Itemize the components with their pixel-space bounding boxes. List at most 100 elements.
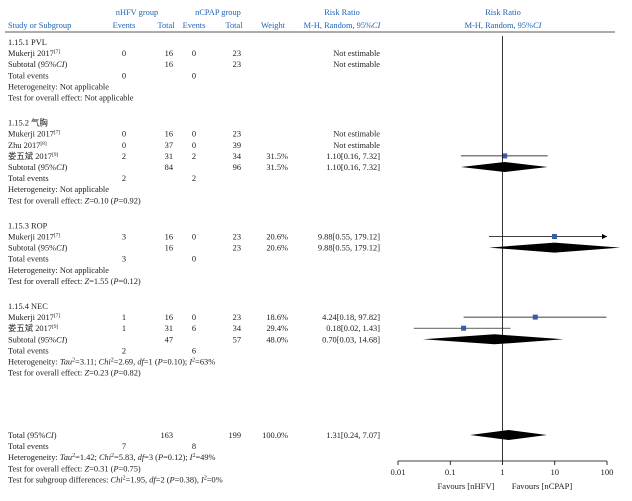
subtotal-diamond	[460, 162, 548, 172]
total-events-nhfv: 2	[122, 174, 126, 183]
total-events-label: Total events	[8, 71, 49, 80]
overall-effect-text: Test for overall effect: Not applicable	[8, 94, 134, 103]
total-events-ncpap: 0	[192, 71, 196, 80]
total-events-label: Total events	[8, 442, 49, 451]
events-nhfv: 0	[122, 49, 126, 58]
total-events-ncpap: 0	[192, 255, 196, 264]
total-label: Total (95%CI)	[8, 431, 57, 440]
study-header: Study or Subgroup	[8, 21, 71, 30]
ci-arrow	[602, 233, 607, 240]
events1-header: Events	[113, 21, 136, 30]
subtotal-label: Subtotal (95%CI)	[8, 335, 68, 344]
total-ncpap: 39	[233, 141, 241, 150]
total-weight: 100.0%	[262, 431, 288, 440]
events-ncpap: 0	[192, 313, 196, 322]
subtotal-ncpap: 23	[233, 244, 241, 253]
total-n-ncpap: 199	[228, 431, 241, 440]
study-name: 娄五斌 2017[9]	[8, 151, 59, 161]
x-axis: Favours [nHFV] Favours [nCPAP] 0.01 0.1 1 1…	[390, 460, 614, 491]
ci-value: 0.18[0.02, 1.43]	[326, 324, 380, 333]
ci-value: Not estimable	[333, 141, 380, 150]
subtotal-nhfv: 84	[165, 163, 174, 172]
axis-tick-label: 10	[550, 467, 559, 477]
events-ncpap: 6	[192, 324, 196, 333]
subtotal-label: Subtotal (95%CI)	[8, 244, 68, 253]
table-header: nHFV group nCPAP group Risk Ratio Risk R…	[5, 8, 615, 33]
subtotal-label: Subtotal (95%CI)	[8, 60, 68, 69]
rr-title-plot-header: Risk Ratio	[485, 8, 521, 17]
total-overall-effect-text: Test for overall effect: Z=0.31 (P=0.75)	[8, 464, 141, 473]
total-ci: 1.31[0.24, 7.07]	[326, 431, 380, 440]
weight-value: 29.4%	[266, 324, 288, 333]
study-marker	[551, 234, 557, 239]
weight-value: 18.6%	[266, 313, 288, 322]
subtotal-nhfv: 16	[165, 60, 173, 69]
weight-header: Weight	[261, 21, 286, 30]
total-events-nhfv: 0	[122, 71, 126, 80]
events-nhfv: 1	[122, 313, 126, 322]
study-name: Mukerji 2017[7]	[8, 313, 60, 322]
rr-method-text: M-H, Random, 95%	[304, 21, 372, 30]
total-ncpap: 34	[233, 324, 242, 333]
axis-tick-label: 0.1	[445, 467, 456, 477]
events-nhfv: 2	[122, 152, 126, 161]
subtotal-diamond	[488, 242, 621, 253]
subtotal-diamond	[422, 334, 564, 345]
study-marker	[532, 314, 538, 320]
total-nhfv: 16	[165, 313, 173, 322]
rr-method-header: M-H, Random, 95%CI	[304, 21, 382, 30]
plot-marks	[413, 36, 621, 461]
total-nhfv: 31	[165, 152, 173, 161]
heterogeneity-text: Heterogeneity: Not applicable	[8, 82, 109, 91]
study-marker	[461, 325, 467, 331]
total-events-label: Total events	[8, 174, 49, 183]
subgroup-differences-text: Test for subgroup differences: Chi2=1.95…	[8, 475, 223, 484]
total-ncpap: 23	[233, 130, 241, 139]
total-events-ncpap: 2	[192, 174, 196, 183]
total-nhfv: 16	[165, 130, 173, 139]
favours-right-label: Favours [nCPAP]	[512, 481, 573, 491]
weight-value: 31.5%	[266, 152, 288, 161]
favours-left-label: Favours [nHFV]	[437, 481, 494, 491]
study-name: Mukerji 2017[7]	[8, 233, 60, 242]
subtotal-weight: 20.6%	[266, 244, 288, 253]
events-nhfv: 3	[122, 233, 126, 242]
axis-tick-label: 100	[601, 467, 614, 477]
total-ncpap: 23	[233, 233, 241, 242]
overall-effect-text: Test for overall effect: Z=1.55 (P=0.12)	[8, 277, 141, 286]
events-ncpap: 0	[192, 130, 196, 139]
ci-value: Not estimable	[333, 49, 380, 58]
heterogeneity-text: Heterogeneity: Tau2=3.11; Chi2=2.69, df=…	[8, 358, 215, 367]
rr-method-plot-ci: CI	[533, 21, 543, 30]
total-events-nhfv: 7	[122, 442, 126, 451]
subtotal-ci: 9.88[0.55, 179.12]	[318, 244, 380, 253]
study-name: 娄五斌 2017[9]	[8, 323, 59, 333]
total-events-nhfv: 2	[122, 346, 126, 355]
group1-header: nHFV group	[116, 8, 158, 17]
subgroup-title: 1.15.1 PVL	[8, 38, 47, 47]
rr-method-ci: CI	[372, 21, 382, 30]
total-events-ncpap: 6	[192, 346, 196, 355]
subtotal-ncpap: 96	[233, 163, 241, 172]
heterogeneity-text: Heterogeneity: Not applicable	[8, 185, 109, 194]
rr-method-plot-header: M-H, Random, 95%CI	[465, 21, 543, 30]
subtotal-ci: Not estimable	[333, 60, 380, 69]
events-ncpap: 0	[192, 233, 196, 242]
total-n-nhfv: 163	[160, 431, 173, 440]
ci-value: 4.24[0.18, 97.82]	[322, 313, 380, 322]
subtotal-ci: 1.10[0.16, 7.32]	[326, 163, 380, 172]
events-ncpap: 0	[192, 141, 196, 150]
events2-header: Events	[183, 21, 206, 30]
total-heterogeneity-text: Heterogeneity: Tau2=1.42; Chi2=5.83, df=…	[8, 453, 216, 462]
overall-effect-text: Test for overall effect: Z=0.10 (P=0.92)	[8, 196, 141, 205]
events-ncpap: 2	[192, 152, 196, 161]
heterogeneity-text: Heterogeneity: Not applicable	[8, 266, 109, 275]
total-events-nhfv: 3	[122, 255, 126, 264]
subgroup-title: 1.15.4 NEC	[8, 302, 48, 311]
total-events-label: Total events	[8, 346, 49, 355]
study-name: Mukerji 2017[7]	[8, 130, 60, 139]
total-events-label: Total events	[8, 255, 49, 264]
events-ncpap: 0	[192, 49, 196, 58]
subtotal-label: Subtotal (95%CI)	[8, 163, 68, 172]
